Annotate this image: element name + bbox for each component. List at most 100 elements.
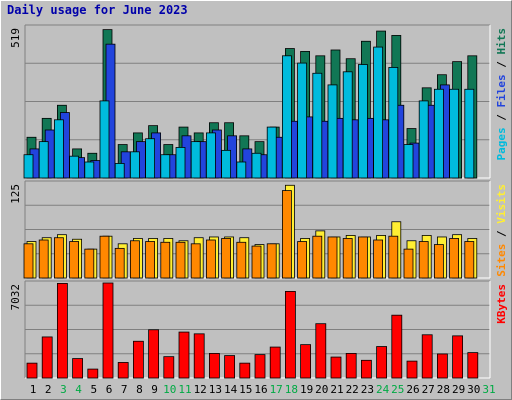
bar-sites-day-28 — [433, 244, 444, 279]
bar-kbytes-day-18 — [284, 291, 296, 379]
bar-kbytes-day-11 — [178, 331, 190, 379]
bar-kbytes-day-2 — [41, 336, 53, 379]
bar-sites-day-9 — [145, 241, 156, 279]
bar-kbytes-day-12 — [193, 333, 205, 379]
bar-kbytes-day-25 — [391, 314, 403, 379]
bar-pages-day-9 — [145, 138, 156, 179]
bar-sites-day-27 — [418, 241, 429, 279]
bar-kbytes-day-26 — [406, 360, 418, 379]
x-tick-label-day-22: 22 — [346, 383, 359, 396]
bar-pages-day-12 — [190, 141, 201, 179]
bar-sites-day-16 — [251, 245, 262, 279]
bar-pages-day-26 — [403, 144, 414, 179]
bar-kbytes-day-5 — [87, 368, 99, 379]
bar-kbytes-day-15 — [239, 362, 251, 379]
bar-kbytes-day-10 — [163, 356, 175, 379]
x-tick-label-day-31: 31 — [482, 383, 495, 396]
bar-kbytes-day-23 — [360, 359, 372, 379]
bar-kbytes-day-27 — [421, 334, 433, 379]
legend-item-sites: Sites — [495, 244, 508, 277]
bar-sites-day-21 — [327, 236, 338, 279]
bar-kbytes-day-30 — [467, 352, 479, 379]
legend-separator: / — [495, 55, 508, 75]
legend-kbytes: KBytes — [495, 284, 508, 324]
bar-pages-day-15 — [236, 161, 247, 179]
bar-sites-day-7 — [114, 247, 125, 279]
bar-kbytes-day-24 — [376, 346, 388, 379]
bar-sites-day-18 — [281, 190, 292, 279]
bar-kbytes-day-21 — [330, 356, 342, 379]
x-tick-label-day-6: 6 — [106, 383, 113, 396]
bar-sites-day-13 — [205, 239, 216, 279]
x-tick-label-day-29: 29 — [452, 383, 465, 396]
legend-hits_files_pages: Pages / Files / Hits — [495, 28, 508, 161]
bar-sites-day-10 — [160, 241, 171, 279]
bar-sites-day-8 — [129, 240, 140, 279]
bar-sites-day-22 — [342, 238, 353, 279]
y-max-label: 125 — [9, 184, 22, 204]
x-tick-label-day-20: 20 — [315, 383, 328, 396]
x-tick-label-day-1: 1 — [30, 383, 37, 396]
bar-pages-day-23 — [357, 64, 368, 179]
bar-sites-day-3 — [54, 237, 64, 279]
bar-sites-day-17 — [266, 243, 277, 279]
bar-pages-day-10 — [160, 154, 171, 179]
bar-sites-day-29 — [449, 238, 460, 279]
bar-kbytes-day-16 — [254, 354, 266, 379]
x-tick-label-day-7: 7 — [121, 383, 128, 396]
bar-pages-day-4 — [69, 155, 79, 179]
legend-visits_sites: Sites / Visits — [495, 184, 508, 277]
bar-pages-day-21 — [327, 84, 338, 179]
x-tick-label-day-27: 27 — [422, 383, 435, 396]
x-tick-label-day-12: 12 — [194, 383, 207, 396]
bar-kbytes-day-4 — [72, 358, 83, 379]
bar-sites-day-5 — [84, 248, 95, 279]
bar-pages-day-14 — [221, 149, 232, 179]
x-tick-label-day-25: 25 — [391, 383, 404, 396]
bar-sites-day-15 — [236, 241, 247, 279]
x-tick-label-day-30: 30 — [467, 383, 480, 396]
bar-pages-day-6 — [99, 100, 110, 179]
legend-item-hits: Hits — [495, 28, 508, 55]
bar-pages-day-22 — [342, 71, 353, 179]
x-tick-label-day-3: 3 — [60, 383, 67, 396]
x-tick-label-day-5: 5 — [90, 383, 97, 396]
x-tick-label-day-13: 13 — [209, 383, 222, 396]
bar-pages-day-17 — [266, 126, 277, 179]
legend-item-pages: Pages — [495, 127, 508, 160]
x-tick-label-day-18: 18 — [285, 383, 298, 396]
bar-sites-day-30 — [464, 241, 475, 279]
bar-kbytes-day-6 — [102, 282, 114, 379]
bar-kbytes-day-20 — [315, 323, 327, 379]
bar-sites-day-6 — [99, 235, 110, 279]
bar-pages-day-2 — [38, 141, 49, 179]
bar-pages-day-30 — [464, 88, 475, 179]
bar-pages-day-7 — [114, 163, 125, 179]
bar-sites-day-23 — [357, 236, 368, 279]
bar-kbytes-day-8 — [132, 340, 144, 379]
bar-pages-day-29 — [449, 88, 460, 179]
bar-sites-day-1 — [23, 243, 34, 279]
bar-sites-day-19 — [297, 241, 308, 279]
bar-pages-day-24 — [373, 46, 384, 179]
bar-kbytes-day-22 — [345, 353, 357, 379]
bar-kbytes-day-29 — [452, 335, 464, 379]
bar-kbytes-day-19 — [300, 344, 312, 379]
bar-sites-day-26 — [403, 248, 414, 279]
x-tick-label-day-28: 28 — [437, 383, 450, 396]
bar-sites-day-25 — [388, 235, 399, 279]
x-tick-label-day-24: 24 — [376, 383, 390, 396]
bar-kbytes-day-3 — [57, 283, 68, 379]
x-tick-label-day-26: 26 — [406, 383, 419, 396]
x-tick-label-day-2: 2 — [45, 383, 52, 396]
x-tick-label-day-17: 17 — [270, 383, 283, 396]
bar-sites-day-14 — [221, 238, 232, 279]
x-tick-label-day-16: 16 — [254, 383, 267, 396]
bar-kbytes-day-14 — [224, 355, 236, 379]
chart-title: Daily usage for June 2023 — [7, 3, 188, 17]
bar-sites-day-4 — [69, 241, 79, 279]
bar-sites-day-11 — [175, 241, 186, 279]
bar-pages-day-25 — [388, 67, 399, 179]
bar-pages-day-13 — [205, 132, 216, 179]
x-tick-label-day-11: 11 — [178, 383, 191, 396]
